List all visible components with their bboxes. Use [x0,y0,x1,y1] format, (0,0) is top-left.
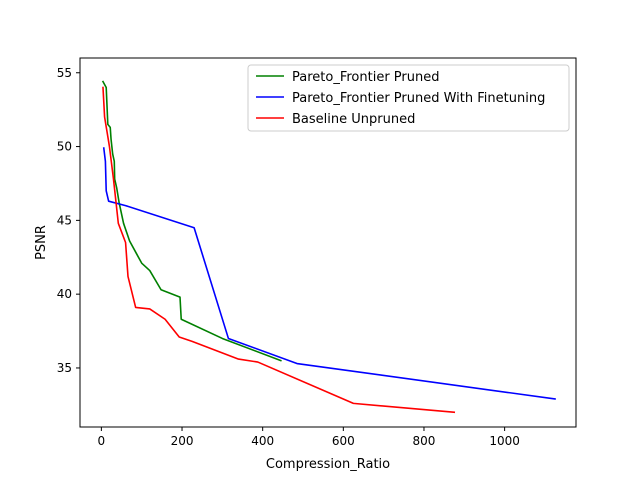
x-tick-label: 1000 [489,434,520,448]
legend: Pareto_Frontier Pruned Pareto_Frontier Pr… [247,64,570,132]
y-axis: 35 40 45 50 55 [57,66,80,375]
x-tick-label: 400 [251,434,274,448]
plot-frame [79,57,577,428]
x-tick-label: 0 [98,434,106,448]
y-tick-label: 50 [57,140,72,154]
series-layer [101,80,556,414]
x-tick-label: 200 [171,434,194,448]
legend-label: Pareto_Frontier Pruned [292,70,439,85]
legend-box [247,64,570,132]
series-line-2 [102,147,556,400]
legend-label: Baseline Unpruned [292,112,415,127]
legend-label: Pareto_Frontier Pruned With Finetuning [292,91,545,106]
y-tick-label: 55 [57,66,72,80]
x-tick-label: 800 [413,434,436,448]
series-line-1 [101,80,282,362]
x-axis: 0 200 400 600 800 1000 [98,427,520,448]
y-axis-title: PSNR [34,225,49,260]
y-tick-label: 35 [57,361,72,375]
series-line-3 [102,86,456,414]
x-axis-title: Compression_Ratio [266,457,390,472]
y-tick-label: 40 [57,287,72,301]
y-tick-label: 45 [57,213,72,227]
x-tick-label: 600 [332,434,355,448]
